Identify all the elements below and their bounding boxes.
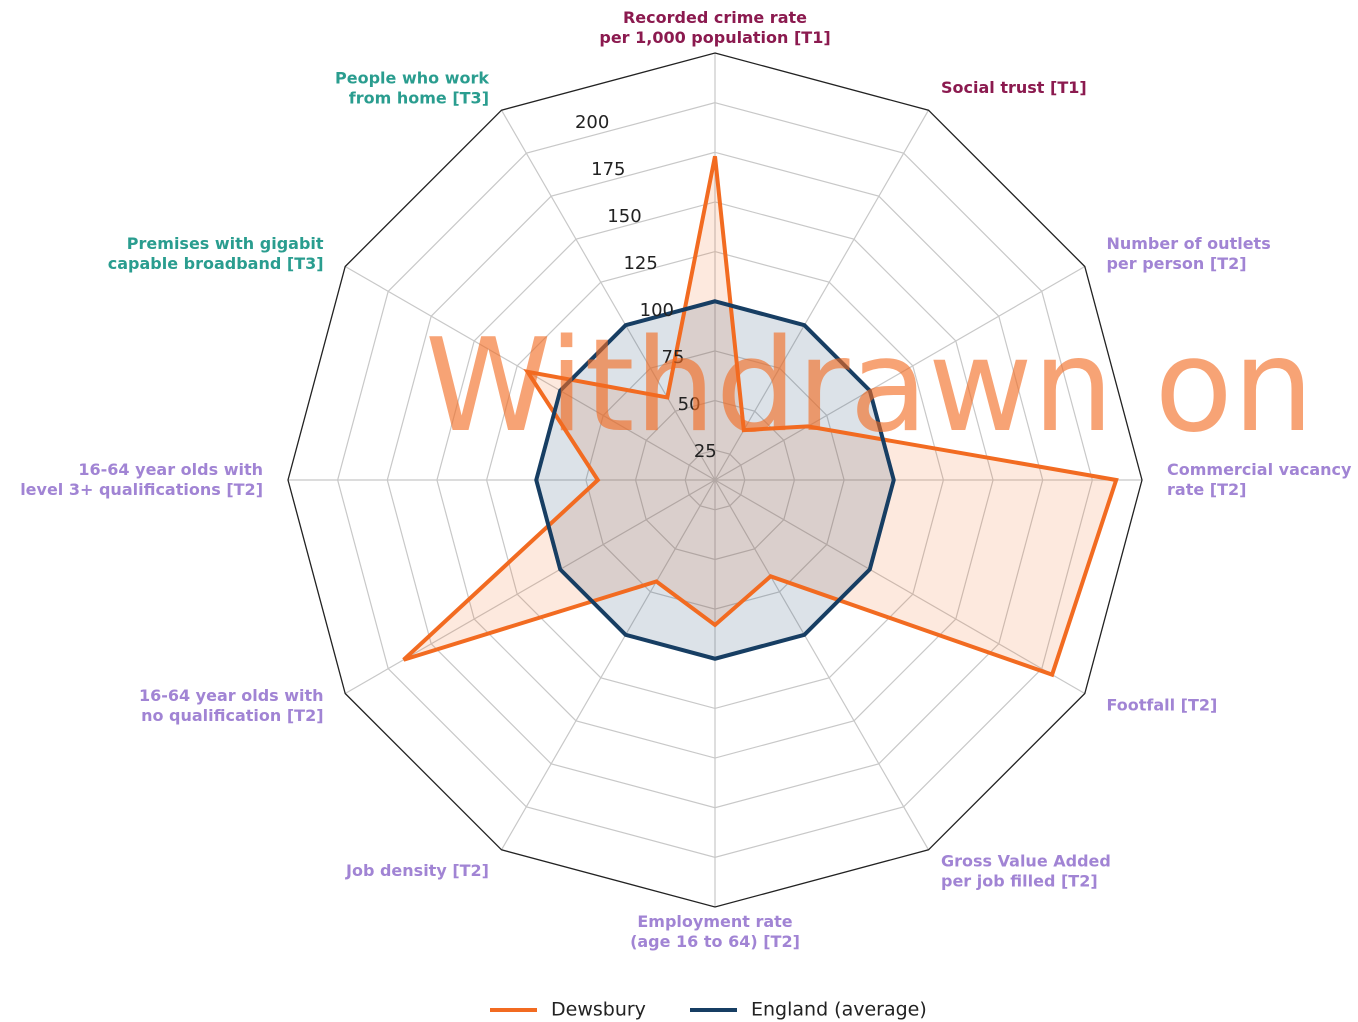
category-label: Footfall [T2] <box>1106 696 1217 715</box>
y-tick-label: 125 <box>623 253 657 274</box>
category-label: Recorded crime rate per 1,000 population … <box>599 8 830 47</box>
category-label: Commercial vacancy rate [T2] <box>1167 460 1352 499</box>
category-label: Gross Value Added per job filled [T2] <box>941 851 1111 890</box>
spoke <box>714 479 930 851</box>
y-tick-label: 25 <box>694 441 717 462</box>
outer-ring <box>287 52 1143 908</box>
legend-label: England (average) <box>751 999 927 1021</box>
series-area <box>403 156 1117 675</box>
y-tick-label: 50 <box>678 394 701 415</box>
category-label: Employment rate (age 16 to 64) [T2] <box>630 912 800 951</box>
category-label: Social trust [T1] <box>941 78 1087 97</box>
watermark: Withdrawn on 7 <box>425 312 1358 461</box>
spoke <box>500 479 716 851</box>
spoke <box>714 109 930 481</box>
spoke <box>714 479 1086 695</box>
y-tick-label: 75 <box>662 347 685 368</box>
category-label: 16-64 year olds with level 3+ qualificati… <box>20 460 263 499</box>
y-tick-label: 200 <box>575 112 609 133</box>
category-label: 16-64 year olds with no qualification [T2… <box>139 686 324 725</box>
spoke <box>714 265 1086 481</box>
y-tick-label: 100 <box>640 300 674 321</box>
y-tick-label: 175 <box>591 159 625 180</box>
legend-label: Dewsbury <box>551 999 646 1021</box>
category-label: People who work from home [T3] <box>335 68 489 107</box>
series-line <box>534 299 896 661</box>
category-label: Premises with gigabit capable broadband [… <box>108 234 324 273</box>
category-label: Job density [T2] <box>345 861 489 880</box>
spoke <box>500 109 716 481</box>
y-tick-label: 150 <box>607 206 641 227</box>
series-line <box>402 155 1119 678</box>
category-label: Number of outlets per person [T2] <box>1106 234 1270 273</box>
